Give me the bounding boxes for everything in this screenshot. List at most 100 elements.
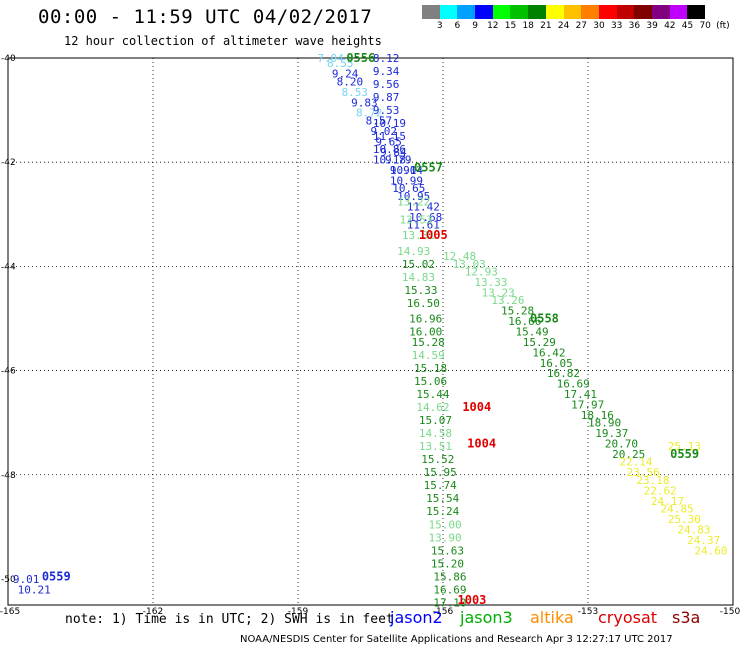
legend-item-s3a: s3a xyxy=(672,608,701,627)
longitude-label: -153 xyxy=(578,607,598,617)
color-swatch xyxy=(687,5,705,19)
latitude-label: -46 xyxy=(1,367,16,377)
wave-height-value: 15.02 xyxy=(402,258,435,271)
wave-height-value: 14.62 xyxy=(416,401,449,414)
color-scale-label: 45 xyxy=(681,21,694,31)
wave-height-value: 9.65 xyxy=(375,135,402,148)
pass-time-label: 0559 xyxy=(42,569,71,583)
wave-height-value: 8.57 xyxy=(366,115,393,128)
color-swatch xyxy=(651,5,670,19)
map-frame xyxy=(7,57,734,606)
color-swatch xyxy=(528,5,546,19)
color-scale-label: 27 xyxy=(575,21,588,31)
wave-height-value: 9.79 xyxy=(385,154,412,167)
wave-height-value: 10.19 xyxy=(373,117,406,130)
wave-height-value: 24.37 xyxy=(687,534,720,547)
pass-time-label: 0559 xyxy=(670,447,699,461)
color-scale-label: 9 xyxy=(472,21,478,31)
wave-height-value: 9.01 xyxy=(13,573,40,586)
wave-height-value: 15.95 xyxy=(424,466,457,479)
color-scale-label: 39 xyxy=(646,21,658,31)
wave-height-value: 19.37 xyxy=(595,427,628,440)
wave-height-value: 10.18 xyxy=(373,154,406,167)
legend-item-cryosat: cryosat xyxy=(598,608,658,627)
color-swatch xyxy=(492,5,511,19)
wave-height-value: 17.41 xyxy=(564,388,597,401)
wave-height-value: 15.00 xyxy=(429,518,462,531)
longitude-label: -159 xyxy=(288,607,309,617)
wave-height-value: 24.83 xyxy=(677,523,710,536)
longitude-label: -162 xyxy=(143,607,163,617)
wave-height-value: 15.63 xyxy=(431,544,464,557)
color-scale-label: 36 xyxy=(628,21,641,31)
wave-height-value: 10.21 xyxy=(18,583,51,596)
wave-height-value: 16.69 xyxy=(557,378,590,391)
wave-height-value: 16.00 xyxy=(409,326,442,339)
wave-height-value: 9.24 xyxy=(332,68,359,81)
wave-height-value: 18.90 xyxy=(588,417,621,430)
wave-height-value: 24.85 xyxy=(661,503,694,516)
wave-height-value: 13.51 xyxy=(419,440,452,453)
wave-height-value: 24.60 xyxy=(694,544,727,557)
wave-height-value: 15.29 xyxy=(523,336,556,349)
wave-height-value: 16.05 xyxy=(540,357,573,370)
wave-height-value: 14.93 xyxy=(397,245,430,258)
wave-height-value: 15.49 xyxy=(516,326,549,339)
wave-height-value: 22.62 xyxy=(644,484,677,497)
wave-height-value: 25.30 xyxy=(668,513,701,526)
longitude-label: -165 xyxy=(0,607,20,617)
legend-item-altika: altika xyxy=(530,608,574,627)
wave-height-value: 11.61 xyxy=(407,219,440,232)
wave-height-value: 15.06 xyxy=(414,375,447,388)
wave-height-value: 8.72 xyxy=(356,107,383,120)
pass-time-label: 1003 xyxy=(458,593,487,607)
wave-height-value: 15.18 xyxy=(414,362,447,375)
color-swatch xyxy=(545,5,564,19)
wave-height-value: 14.59 xyxy=(412,349,445,362)
color-swatch xyxy=(616,5,635,19)
wave-height-value: 16.69 xyxy=(433,583,466,596)
wave-height-value: 9.90 xyxy=(390,164,417,177)
wave-height-value: 20.25 xyxy=(612,448,645,461)
pass-time-label: 1004 xyxy=(467,437,496,451)
color-scale-label: 24 xyxy=(557,21,570,31)
wave-height-value: 11.15 xyxy=(373,130,406,143)
wave-height-value: 15.86 xyxy=(433,570,466,583)
wave-height-value: 9.87 xyxy=(373,91,400,104)
pass-time-label: 1004 xyxy=(462,400,491,414)
wave-height-value: 15.44 xyxy=(416,388,449,401)
map-subtitle: 12 hour collection of altimeter wave hei… xyxy=(64,34,382,48)
color-scale-label: 15 xyxy=(504,21,517,31)
color-scale-label: 33 xyxy=(610,21,623,31)
latitude-label: -50 xyxy=(1,575,16,585)
wave-height-value: 7.94 xyxy=(317,52,344,65)
wave-height-value: 13.22 xyxy=(397,195,430,208)
color-scale-label: 3 xyxy=(436,21,443,31)
wave-height-value: 9.84 xyxy=(380,146,407,159)
pass-time-label: 1005 xyxy=(419,228,448,242)
wave-height-value: 16.66 xyxy=(508,315,541,328)
latitude-label: -44 xyxy=(1,262,16,272)
latitude-label: -42 xyxy=(1,158,16,168)
wave-height-value: 8.20 xyxy=(337,75,364,88)
color-swatch xyxy=(598,5,617,19)
color-swatch xyxy=(563,5,582,19)
color-swatch xyxy=(510,5,529,19)
wave-height-value: 8.53 xyxy=(342,86,369,99)
wave-height-value: 23.56 xyxy=(627,466,660,479)
wave-height-value: 10.65 xyxy=(392,182,425,195)
wave-height-value: 15.28 xyxy=(412,336,445,349)
wave-height-value: 10.95 xyxy=(397,190,430,203)
wave-height-value: 18.16 xyxy=(581,409,614,422)
wave-height-value: 25.13 xyxy=(668,440,701,453)
latitude-label: -48 xyxy=(1,471,16,481)
wave-height-value: 16.42 xyxy=(532,346,565,359)
pass-time-label: 0557 xyxy=(414,160,443,174)
wave-height-value: 16.96 xyxy=(409,312,442,325)
color-swatch xyxy=(457,5,476,19)
wave-height-value: 8.55 xyxy=(327,57,354,70)
pass-time-label: 0556 xyxy=(346,51,375,65)
wave-height-value: 17.97 xyxy=(571,398,604,411)
wave-height-value: 14.58 xyxy=(419,427,452,440)
